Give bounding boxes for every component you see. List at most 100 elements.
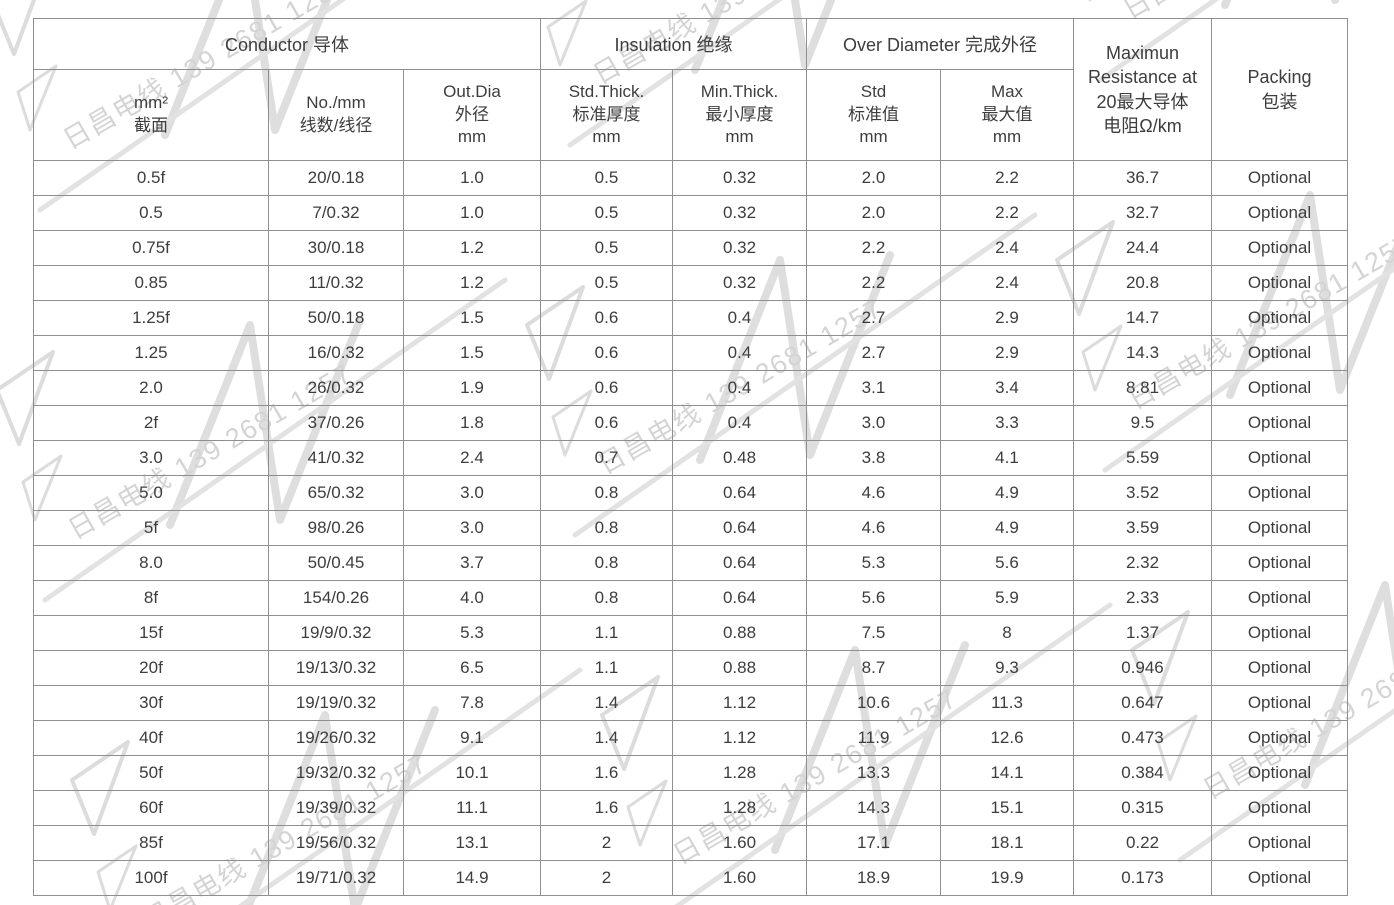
wire-spec-table: Conductor 导体 Insulation 绝缘 Over Diameter…: [33, 18, 1348, 896]
table-cell: Optional: [1211, 405, 1348, 441]
table-row: 5f 98/0.26 3.0 0.8 0.64 4.6 4.9 3.59 Opt…: [33, 510, 1348, 546]
header-insulation-group: Insulation 绝缘: [540, 18, 807, 70]
table-cell: 1.2: [403, 230, 541, 266]
table-cell: 2.0: [806, 160, 941, 196]
table-cell: 12.6: [940, 720, 1074, 756]
table-cell: Optional: [1211, 790, 1348, 826]
header-group-row: Conductor 导体 Insulation 绝缘 Over Diameter…: [33, 18, 1348, 161]
table-cell: 0.6: [540, 405, 673, 441]
table-cell: 19/26/0.32: [268, 720, 404, 756]
table-cell: 85f: [33, 825, 269, 861]
table-header: Conductor 导体 Insulation 绝缘 Over Diameter…: [33, 18, 1348, 161]
header-over-diameter-group: Over Diameter 完成外径: [806, 18, 1074, 70]
table-cell: 2.32: [1073, 545, 1212, 581]
table-cell: 2.0: [806, 195, 941, 231]
table-row: 8f 154/0.26 4.0 0.8 0.64 5.6 5.9 2.33 Op…: [33, 580, 1348, 616]
table-cell: 5.6: [940, 545, 1074, 581]
table-cell: 24.4: [1073, 230, 1212, 266]
table-cell: 7/0.32: [268, 195, 404, 231]
table-cell: 1.8: [403, 405, 541, 441]
table-cell: 10.6: [806, 685, 941, 721]
table-cell: 40f: [33, 720, 269, 756]
table-cell: 20/0.18: [268, 160, 404, 196]
table-row: 100f 19/71/0.32 14.9 2 1.60 18.9 19.9 0.…: [33, 860, 1348, 896]
table-body: 0.5f 20/0.18 1.0 0.5 0.32 2.0 2.2 36.7 O…: [33, 160, 1348, 896]
table-cell: 154/0.26: [268, 580, 404, 616]
table-cell: 3.7: [403, 545, 541, 581]
table-cell: 0.173: [1073, 860, 1212, 896]
header-conductor-group: Conductor 导体: [33, 18, 541, 70]
table-cell: 4.0: [403, 580, 541, 616]
table-cell: 0.946: [1073, 650, 1212, 686]
table-cell: 9.5: [1073, 405, 1212, 441]
table-cell: 3.4: [940, 370, 1074, 406]
table-cell: 14.3: [806, 790, 941, 826]
table-cell: 0.32: [672, 230, 807, 266]
table-cell: 8: [940, 615, 1074, 651]
table-cell: Optional: [1211, 370, 1348, 406]
table-cell: 3.3: [940, 405, 1074, 441]
table-cell: Optional: [1211, 195, 1348, 231]
table-cell: 0.384: [1073, 755, 1212, 791]
table-cell: 5.9: [940, 580, 1074, 616]
table-row: 85f 19/56/0.32 13.1 2 1.60 17.1 18.1 0.2…: [33, 825, 1348, 861]
table-cell: Optional: [1211, 510, 1348, 546]
table-cell: 2.9: [940, 300, 1074, 336]
table-cell: 2.7: [806, 335, 941, 371]
table-cell: 2.4: [940, 230, 1074, 266]
table-row: 0.75f 30/0.18 1.2 0.5 0.32 2.2 2.4 24.4 …: [33, 230, 1348, 266]
table-cell: 0.315: [1073, 790, 1212, 826]
table-cell: 19/39/0.32: [268, 790, 404, 826]
table-cell: 8.81: [1073, 370, 1212, 406]
table-cell: 0.88: [672, 615, 807, 651]
table-cell: 4.9: [940, 510, 1074, 546]
table-cell: 13.3: [806, 755, 941, 791]
table-cell: Optional: [1211, 230, 1348, 266]
table-row: 0.5 7/0.32 1.0 0.5 0.32 2.0 2.2 32.7 Opt…: [33, 195, 1348, 231]
table-cell: 2.7: [806, 300, 941, 336]
table-cell: 0.75f: [33, 230, 269, 266]
table-cell: 0.8: [540, 510, 673, 546]
table-cell: 1.28: [672, 755, 807, 791]
table-cell: 11.9: [806, 720, 941, 756]
table-row: 0.5f 20/0.18 1.0 0.5 0.32 2.0 2.2 36.7 O…: [33, 160, 1348, 196]
table-cell: 36.7: [1073, 160, 1212, 196]
table-cell: 1.6: [540, 790, 673, 826]
table-cell: 14.7: [1073, 300, 1212, 336]
table-cell: 19/32/0.32: [268, 755, 404, 791]
table-cell: Optional: [1211, 755, 1348, 791]
table-cell: 1.1: [540, 650, 673, 686]
table-cell: 26/0.32: [268, 370, 404, 406]
table-cell: 50/0.18: [268, 300, 404, 336]
table-cell: 14.1: [940, 755, 1074, 791]
table-row: 0.85 11/0.32 1.2 0.5 0.32 2.2 2.4 20.8 O…: [33, 265, 1348, 301]
table-cell: 3.0: [403, 475, 541, 511]
table-cell: Optional: [1211, 685, 1348, 721]
table-cell: 9.1: [403, 720, 541, 756]
table-cell: 1.12: [672, 685, 807, 721]
table-cell: 7.5: [806, 615, 941, 651]
table-cell: 2.9: [940, 335, 1074, 371]
table-cell: 4.9: [940, 475, 1074, 511]
table-cell: 3.0: [403, 510, 541, 546]
table-cell: 11/0.32: [268, 265, 404, 301]
table-cell: 2.4: [403, 440, 541, 476]
header-std: Std 标准值 mm: [806, 69, 941, 161]
table-cell: 5.3: [806, 545, 941, 581]
table-cell: 1.60: [672, 825, 807, 861]
table-cell: 7.8: [403, 685, 541, 721]
table-row: 5.0 65/0.32 3.0 0.8 0.64 4.6 4.9 3.52 Op…: [33, 475, 1348, 511]
table-cell: 19/56/0.32: [268, 825, 404, 861]
table-cell: 14.3: [1073, 335, 1212, 371]
table-cell: 20f: [33, 650, 269, 686]
table-cell: 32.7: [1073, 195, 1212, 231]
table-cell: 65/0.32: [268, 475, 404, 511]
header-std-thick: Std.Thick. 标准厚度 mm: [540, 69, 673, 161]
table-cell: 1.28: [672, 790, 807, 826]
table-cell: 0.5: [540, 265, 673, 301]
header-packing: Packing 包装: [1211, 18, 1348, 161]
table-cell: 8f: [33, 580, 269, 616]
table-row: 2.0 26/0.32 1.9 0.6 0.4 3.1 3.4 8.81 Opt…: [33, 370, 1348, 406]
table-cell: 0.85: [33, 265, 269, 301]
table-cell: 0.5: [33, 195, 269, 231]
